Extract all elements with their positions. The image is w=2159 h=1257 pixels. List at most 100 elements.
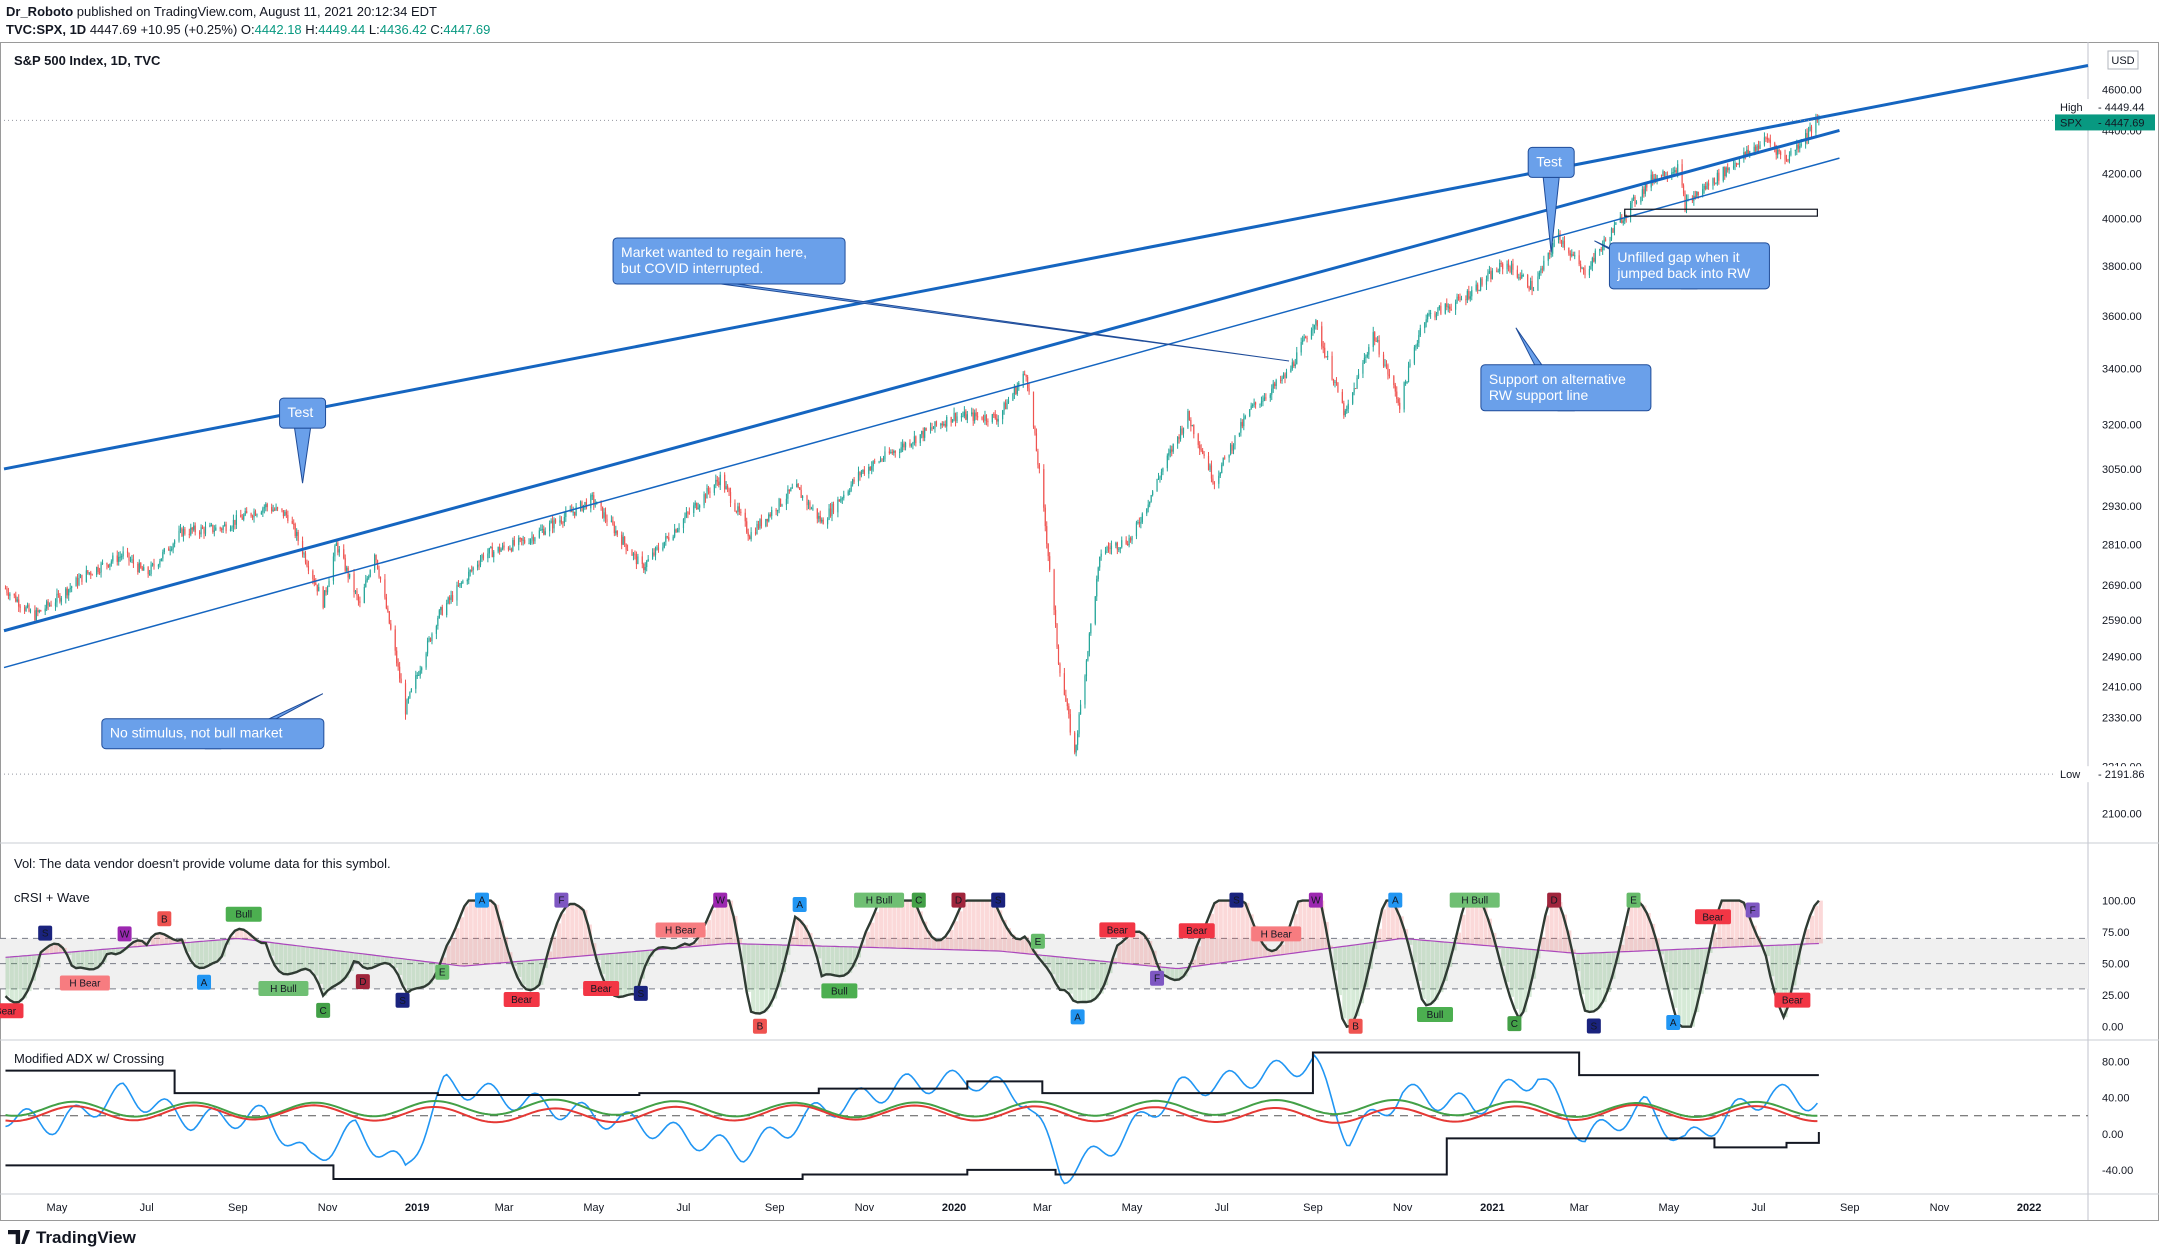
crsi-fill: [1064, 957, 1069, 991]
author-name[interactable]: Dr_Roboto: [6, 4, 74, 19]
signal-marker[interactable]: [258, 981, 309, 997]
crsi-fill: [998, 910, 1003, 952]
crsi-fill: [971, 900, 976, 951]
signal-marker[interactable]: [792, 896, 807, 912]
signal-marker[interactable]: [1745, 902, 1760, 918]
signal-marker[interactable]: [1030, 933, 1045, 949]
chart-frame[interactable]: 2100.002210.002330.002410.002490.002590.…: [0, 42, 2159, 1222]
signal-marker[interactable]: [583, 981, 620, 997]
signal-marker[interactable]: [1417, 1006, 1454, 1022]
signal-marker[interactable]: [1150, 970, 1165, 986]
candle-body: [1028, 388, 1030, 392]
signal-marker[interactable]: [1308, 892, 1323, 908]
signal-marker[interactable]: [1449, 892, 1500, 908]
signal-marker[interactable]: [38, 925, 53, 941]
signal-marker[interactable]: [435, 964, 450, 980]
signal-marker[interactable]: [503, 991, 540, 1007]
signal-marker[interactable]: [395, 992, 410, 1008]
candle-body: [1224, 457, 1226, 459]
crsi-tick-label: 50.00: [2102, 959, 2130, 971]
candle-body: [734, 502, 736, 512]
callout-box[interactable]: [279, 397, 327, 429]
candle-body: [765, 518, 767, 527]
callout-box[interactable]: [1608, 242, 1770, 290]
signal-marker[interactable]: [1586, 1018, 1601, 1034]
signal-marker[interactable]: [355, 974, 370, 990]
annotation-callout[interactable]: Market wanted to regain here,but COVID i…: [612, 237, 1290, 362]
signal-marker[interactable]: [474, 892, 489, 908]
candle-body: [343, 549, 345, 559]
signal-marker[interactable]: [1694, 909, 1731, 925]
trend-line[interactable]: [3, 128, 1840, 633]
annotation-callout[interactable]: Test: [279, 397, 327, 484]
signal-marker[interactable]: [951, 892, 966, 908]
signal-marker[interactable]: [225, 906, 262, 922]
signal-marker[interactable]: [911, 892, 926, 908]
crsi-fill: [958, 911, 963, 950]
signal-marker[interactable]: [1229, 892, 1244, 908]
annotation-callout[interactable]: Test: [1527, 146, 1575, 253]
signal-label: Bear: [1107, 925, 1129, 936]
callout-box[interactable]: [1527, 146, 1575, 178]
signal-marker[interactable]: [1348, 1018, 1363, 1034]
published-text: published on TradingView.com, August 11,…: [76, 4, 437, 19]
signal-marker[interactable]: [117, 926, 132, 942]
crsi-fill: [384, 956, 389, 964]
currency-button[interactable]: [2107, 50, 2139, 70]
signal-marker[interactable]: [1774, 992, 1811, 1008]
trend-line[interactable]: [3, 157, 1840, 669]
signal-marker[interactable]: [1547, 892, 1562, 908]
signal-marker[interactable]: [1251, 926, 1302, 942]
callout-box[interactable]: [612, 237, 846, 285]
candle-body: [1341, 391, 1343, 404]
tradingview-logo[interactable]: TradingView: [8, 1228, 136, 1248]
signal-marker[interactable]: [197, 974, 212, 990]
signal-marker[interactable]: [1178, 923, 1215, 939]
price-pane-title: S&P 500 Index, 1D, TVC: [14, 53, 161, 68]
signal-marker[interactable]: [991, 892, 1006, 908]
signal-marker[interactable]: [316, 1002, 331, 1018]
candle-body: [147, 567, 149, 575]
candle-body: [1378, 340, 1380, 355]
crsi-fill: [1037, 954, 1042, 957]
signal-marker[interactable]: [752, 1018, 767, 1034]
callout-box[interactable]: [101, 718, 325, 750]
price-pane[interactable]: 2100.002210.002330.002410.002490.002590.…: [0, 64, 2155, 821]
signal-label: Bull: [235, 910, 252, 921]
signal-marker[interactable]: [157, 911, 172, 927]
crsi-fill: [1510, 947, 1515, 997]
candle-body: [1759, 144, 1761, 149]
candle-body: [171, 549, 173, 551]
gap-rectangle[interactable]: [1624, 208, 1818, 217]
signal-marker[interactable]: [633, 985, 648, 1001]
signal-marker[interactable]: [554, 892, 569, 908]
candle-body: [388, 611, 390, 624]
trend-line[interactable]: [3, 64, 2089, 471]
signal-marker[interactable]: [59, 975, 110, 991]
signal-marker[interactable]: [0, 1003, 24, 1019]
adx-pane[interactable]: -40.00 0.00 40.00 80.00: [0, 1051, 2133, 1185]
candle-body: [1128, 538, 1130, 546]
time-axis[interactable]: May Jul Sep Nov 2019 Mar May Jul Sep Nov 2020 Mar Ma…: [47, 1202, 2042, 1214]
candle-body: [1610, 228, 1613, 240]
signal-marker[interactable]: [1626, 892, 1641, 908]
annotation-callout[interactable]: No stimulus, not bull market: [101, 693, 325, 750]
crsi-fill: [993, 900, 998, 951]
candle-body: [746, 521, 748, 533]
crsi-pane[interactable]: 0.00 25.00 50.00 75.00 100.00 Bear S H Bear W B A B…: [0, 892, 2136, 1034]
callout-box[interactable]: [1480, 364, 1652, 412]
crsi-fill: [490, 900, 495, 964]
signal-marker[interactable]: [713, 892, 728, 908]
signal-marker[interactable]: [1666, 1014, 1681, 1030]
candle-body: [48, 604, 51, 606]
signal-marker[interactable]: [1070, 1009, 1085, 1025]
signal-marker[interactable]: [854, 892, 905, 908]
signal-marker[interactable]: [1388, 892, 1403, 908]
crsi-fill: [980, 900, 985, 951]
signal-marker[interactable]: [655, 922, 706, 938]
signal-marker[interactable]: [821, 983, 858, 999]
signal-marker[interactable]: [1507, 1016, 1522, 1032]
signal-marker[interactable]: [1099, 922, 1136, 938]
